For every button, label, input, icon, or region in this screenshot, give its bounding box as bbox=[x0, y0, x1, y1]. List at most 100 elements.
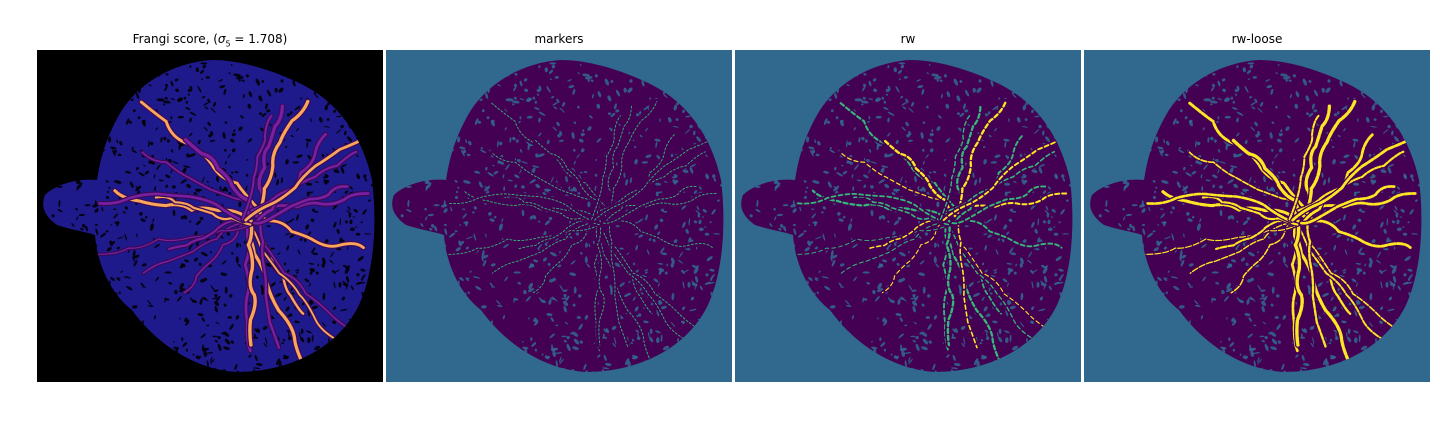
texture-speck bbox=[165, 73, 169, 76]
texture-speck bbox=[141, 119, 146, 123]
texture-speck bbox=[634, 233, 639, 236]
texture-speck bbox=[1325, 87, 1331, 93]
texture-speck bbox=[1339, 274, 1345, 278]
texture-speck bbox=[207, 98, 211, 103]
texture-speck bbox=[839, 263, 845, 267]
texture-speck bbox=[314, 181, 319, 183]
texture-speck bbox=[1285, 79, 1288, 82]
texture-speck bbox=[456, 136, 461, 143]
texture-speck bbox=[216, 175, 219, 183]
texture-speck bbox=[1009, 305, 1016, 310]
texture-speck bbox=[233, 129, 236, 133]
texture-speck bbox=[1006, 282, 1009, 287]
panel-title: Frangi score, (σ5 = 1.708) bbox=[37, 30, 383, 48]
texture-speck bbox=[1055, 256, 1062, 262]
texture-speck bbox=[1098, 214, 1102, 218]
texture-speck bbox=[289, 313, 293, 317]
texture-speck bbox=[1045, 265, 1049, 268]
texture-speck bbox=[214, 301, 220, 306]
texture-speck bbox=[905, 121, 909, 127]
texture-speck bbox=[912, 301, 918, 306]
texture-speck bbox=[147, 304, 154, 308]
texture-speck bbox=[868, 116, 871, 120]
texture-speck bbox=[219, 185, 222, 190]
texture-speck bbox=[1054, 154, 1057, 158]
texture-speck bbox=[340, 124, 344, 129]
texture-speck bbox=[1263, 295, 1268, 302]
texture-speck bbox=[1152, 230, 1156, 233]
texture-speck bbox=[296, 128, 299, 132]
texture-speck bbox=[878, 215, 882, 220]
texture-speck bbox=[1396, 227, 1402, 232]
texture-speck bbox=[577, 72, 581, 75]
texture-speck bbox=[973, 358, 979, 366]
texture-speck bbox=[803, 230, 807, 233]
texture-speck bbox=[355, 226, 358, 228]
texture-speck bbox=[814, 236, 823, 240]
texture-speck bbox=[228, 72, 232, 75]
vessel-highlight bbox=[593, 206, 600, 352]
texture-speck bbox=[1030, 269, 1034, 274]
texture-speck bbox=[135, 185, 139, 189]
texture-speck bbox=[1176, 181, 1181, 188]
texture-speck bbox=[604, 275, 608, 279]
texture-speck bbox=[711, 209, 716, 215]
texture-speck bbox=[1265, 79, 1270, 82]
vessel-highlight bbox=[591, 115, 621, 220]
texture-speck bbox=[774, 185, 778, 192]
texture-speck bbox=[231, 148, 236, 153]
texture-speck bbox=[1187, 218, 1193, 222]
texture-speck bbox=[1324, 252, 1328, 255]
texture-speck bbox=[254, 354, 258, 362]
texture-speck bbox=[1244, 139, 1248, 145]
texture-speck bbox=[1253, 352, 1261, 354]
texture-speck bbox=[1275, 105, 1278, 109]
texture-speck bbox=[573, 338, 580, 345]
texture-speck bbox=[1342, 269, 1347, 272]
texture-speck bbox=[1045, 205, 1049, 211]
texture-speck bbox=[864, 139, 868, 143]
texture-speck bbox=[632, 262, 636, 266]
texture-speck bbox=[368, 199, 371, 202]
texture-speck bbox=[645, 214, 648, 221]
texture-speck bbox=[513, 96, 517, 100]
texture-speck bbox=[332, 320, 336, 325]
texture-speck bbox=[124, 206, 128, 210]
texture-speck bbox=[1196, 141, 1201, 146]
texture-speck bbox=[895, 139, 899, 145]
texture-speck bbox=[129, 181, 134, 188]
texture-speck bbox=[641, 80, 645, 87]
texture-speck bbox=[1257, 139, 1262, 142]
texture-speck bbox=[880, 342, 886, 347]
texture-speck bbox=[1007, 269, 1011, 275]
texture-speck bbox=[511, 100, 520, 104]
texture-speck bbox=[1251, 106, 1256, 110]
texture-speck bbox=[1292, 185, 1295, 192]
texture-speck bbox=[900, 64, 905, 69]
texture-speck bbox=[883, 348, 887, 352]
texture-speck bbox=[329, 259, 334, 264]
texture-speck bbox=[1008, 218, 1013, 223]
texture-speck bbox=[112, 208, 117, 210]
texture-speck bbox=[573, 286, 577, 294]
texture-speck bbox=[1105, 199, 1108, 208]
texture-speck bbox=[339, 218, 342, 226]
texture-speck bbox=[1053, 226, 1056, 228]
texture-speck bbox=[118, 291, 121, 294]
texture-speck bbox=[245, 173, 249, 177]
texture-speck bbox=[95, 228, 99, 236]
texture-speck bbox=[1361, 93, 1366, 99]
texture-speck bbox=[1186, 211, 1190, 216]
vessel-highlight bbox=[258, 99, 310, 215]
texture-speck bbox=[1334, 218, 1342, 224]
texture-speck bbox=[840, 285, 842, 289]
vessel-highlight bbox=[532, 216, 603, 294]
texture-speck bbox=[661, 252, 668, 256]
texture-speck bbox=[568, 185, 571, 190]
texture-speck bbox=[1278, 252, 1281, 255]
texture-speck bbox=[306, 182, 313, 186]
texture-speck bbox=[829, 305, 836, 309]
texture-speck bbox=[1229, 165, 1238, 168]
texture-speck bbox=[429, 227, 433, 231]
texture-speck bbox=[1123, 185, 1127, 192]
